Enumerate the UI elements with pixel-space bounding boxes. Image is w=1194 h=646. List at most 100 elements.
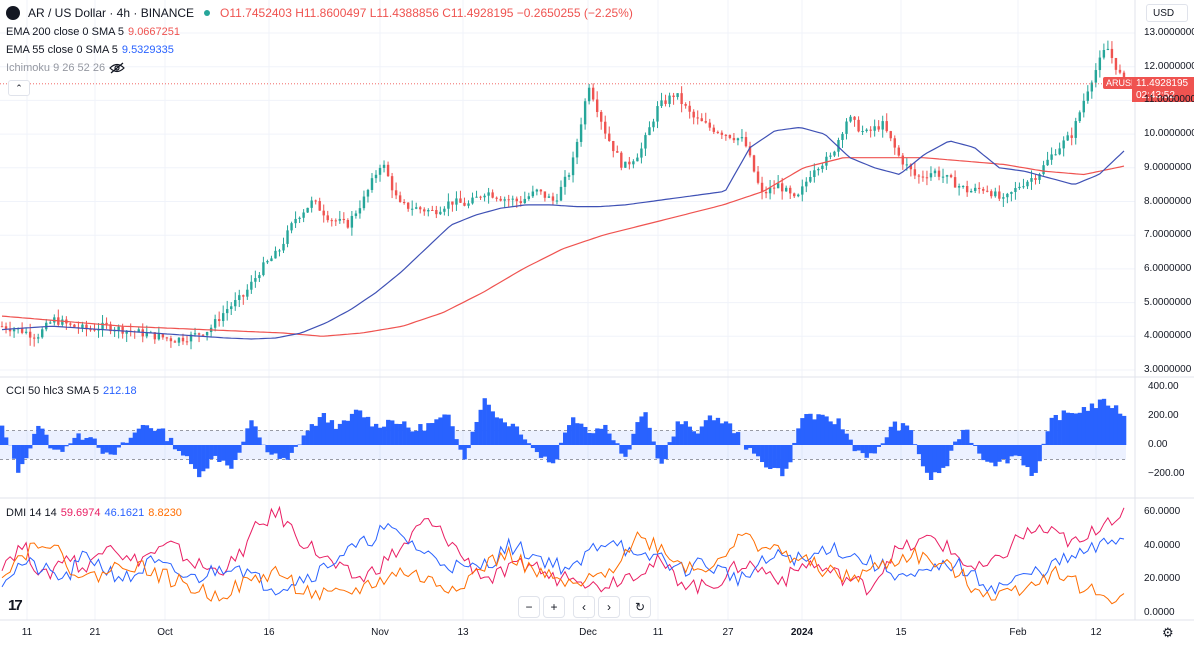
- candle-body: [89, 329, 92, 331]
- cci-bar: [900, 423, 906, 445]
- cci-bar: [816, 414, 821, 445]
- cci-bar: [1009, 445, 1014, 457]
- candle-body: [266, 261, 269, 263]
- candle-body: [559, 186, 563, 201]
- cci-bar: [438, 417, 443, 445]
- candle-body: [382, 164, 386, 168]
- cci-bar: [703, 420, 709, 445]
- candle-body: [949, 175, 953, 178]
- cci-bar: [619, 445, 624, 454]
- candle-body: [857, 119, 860, 132]
- ema55-line: [1, 126, 1125, 340]
- cci-bar: [498, 418, 503, 445]
- candle-body: [583, 101, 587, 125]
- candle-body: [1114, 57, 1118, 70]
- last-price-label: 11.4928195: [1132, 77, 1194, 90]
- candle-body: [314, 200, 317, 202]
- candle-body: [467, 203, 470, 206]
- candle-body: [587, 87, 591, 102]
- cci-bar: [341, 420, 347, 445]
- cci-bar: [148, 428, 154, 445]
- cci-legend[interactable]: CCI 50 hlc3 SMA 5 212.18: [6, 385, 137, 397]
- cci-bar: [888, 426, 894, 445]
- cci-bar: [920, 445, 926, 467]
- ichimoku-legend[interactable]: Ichimoku 9 26 52 26: [6, 62, 125, 74]
- ema200-legend[interactable]: EMA 200 close 0 SMA 5 9.0667251: [6, 26, 180, 38]
- candle-body: [901, 155, 905, 165]
- candle-body: [1046, 159, 1049, 166]
- symbol-legend[interactable]: AR / US Dollar · 4h · BINANCE O11.745240…: [6, 6, 633, 20]
- cci-label: CCI 50 hlc3 SMA 5: [6, 385, 99, 397]
- cci-bar: [257, 437, 262, 445]
- candle-body: [217, 319, 221, 322]
- candle-body: [1002, 197, 1005, 199]
- candle-body: [680, 93, 683, 105]
- cci-bar: [128, 437, 134, 445]
- candle-body: [483, 195, 486, 198]
- cci-bar: [796, 428, 801, 445]
- cci-bar: [579, 423, 584, 445]
- candle-body: [825, 156, 828, 166]
- ema55-legend[interactable]: EMA 55 close 0 SMA 5 9.5329335: [6, 44, 174, 56]
- candle-body: [1070, 135, 1073, 138]
- scroll-left-button[interactable]: ‹: [574, 597, 594, 617]
- cci-bar: [152, 430, 158, 445]
- zoom-in-button[interactable]: +: [544, 597, 564, 617]
- ohlc-values: O11.7452403 H11.8600497 L11.4388856 C11.…: [220, 6, 633, 20]
- candle-body: [969, 190, 973, 193]
- candle-body: [604, 121, 607, 134]
- candle-body: [499, 198, 502, 201]
- time-tick-label: Oct: [157, 627, 173, 638]
- cci-bar: [1069, 413, 1075, 445]
- collapse-legend-button[interactable]: ⌃: [8, 80, 30, 96]
- candle-body: [821, 165, 824, 170]
- scroll-right-button[interactable]: ›: [599, 597, 619, 617]
- candle-body: [648, 127, 651, 136]
- cci-bar: [872, 445, 877, 454]
- cci-bar: [96, 445, 101, 448]
- candle-body: [443, 208, 446, 212]
- cci-bar: [180, 445, 186, 456]
- candle-body: [1122, 72, 1126, 80]
- cci-bar: [1101, 398, 1107, 445]
- cci-pane: [0, 398, 1127, 480]
- time-tick-label: 16: [263, 627, 275, 638]
- cci-bar: [92, 438, 97, 445]
- cci-bar: [985, 445, 990, 462]
- candle-body: [451, 201, 454, 205]
- candle-body: [318, 201, 321, 211]
- dmi-legend[interactable]: DMI 14 14 59.6974 46.1621 8.8230: [6, 507, 182, 519]
- candle-body: [73, 324, 76, 328]
- candle-body: [941, 176, 945, 178]
- settings-gear-icon[interactable]: ⚙: [1162, 625, 1174, 640]
- cci-bar: [1077, 412, 1083, 445]
- hidden-eye-icon[interactable]: [109, 62, 125, 74]
- cci-bar: [281, 445, 286, 458]
- candle-body: [933, 170, 937, 174]
- cci-bar: [800, 418, 805, 445]
- price-tick-label: 5.0000000: [1144, 296, 1192, 308]
- candle-body: [555, 200, 559, 202]
- reset-chart-button[interactable]: ↻: [630, 597, 650, 617]
- cci-bar: [494, 417, 499, 445]
- candle-body: [85, 324, 88, 330]
- candle-body: [93, 329, 96, 331]
- price-pane: [0, 40, 1135, 350]
- candle-body: [784, 187, 788, 192]
- candle-body: [181, 337, 185, 342]
- cci-tick-label: 400.00: [1148, 381, 1179, 392]
- candle-body: [672, 95, 675, 98]
- candle-body: [479, 196, 482, 198]
- candle-body: [998, 191, 1001, 199]
- candle-body: [519, 201, 522, 204]
- cci-bar: [567, 425, 572, 445]
- cci-bar: [836, 418, 841, 445]
- zoom-out-button[interactable]: −: [519, 597, 539, 617]
- cci-bar: [715, 417, 721, 445]
- candle-body: [459, 198, 462, 203]
- candle-body: [1078, 112, 1081, 122]
- currency-selector[interactable]: USD: [1146, 4, 1188, 22]
- candle-body: [889, 131, 892, 139]
- cci-bar: [663, 445, 668, 460]
